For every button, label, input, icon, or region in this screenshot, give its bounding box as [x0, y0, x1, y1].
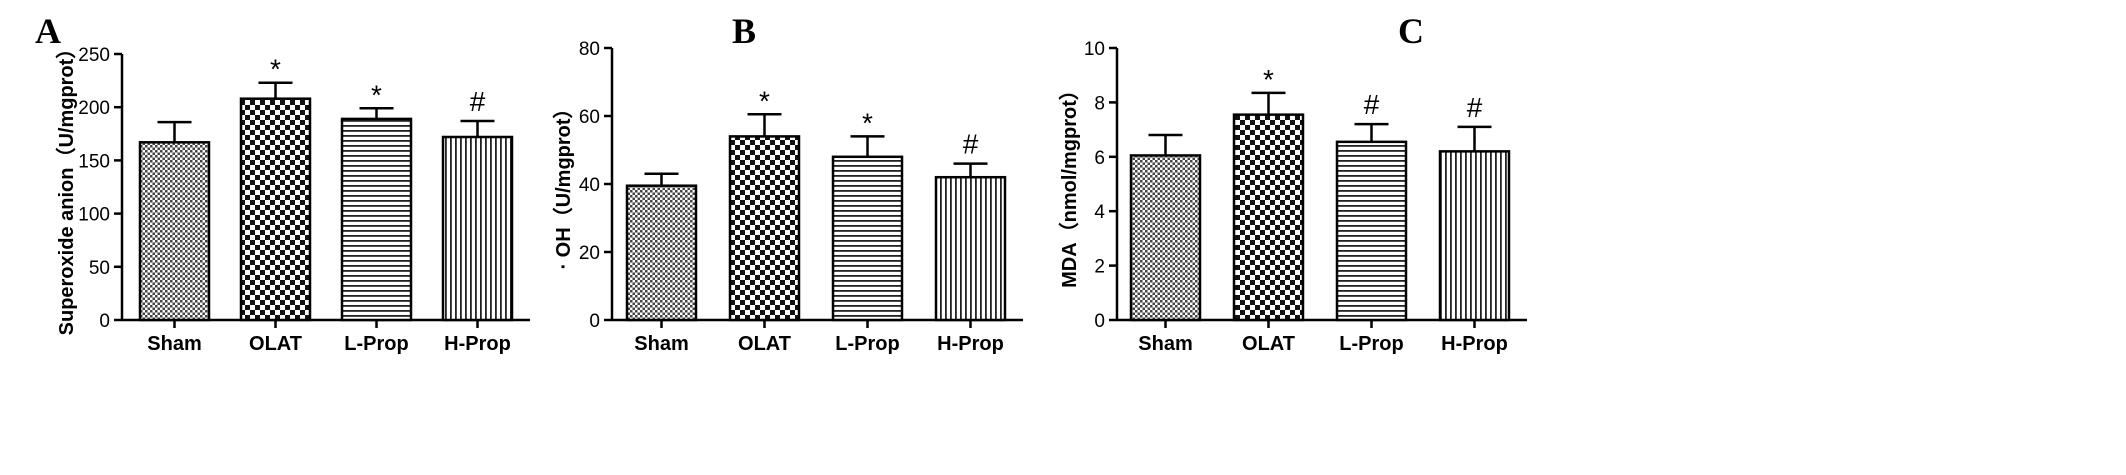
x-tick-label: OLAT	[249, 333, 302, 355]
y-tick-label: 4	[1094, 202, 1105, 223]
bar-sham	[625, 184, 698, 322]
bar-h-prop	[441, 135, 514, 322]
significance-label: #	[470, 86, 486, 117]
x-tick-label: H-Prop	[1441, 333, 1508, 355]
significance-label: *	[371, 79, 382, 110]
bar-l-prop	[831, 155, 904, 322]
panel-letter: B	[732, 11, 756, 51]
bar-sham	[138, 141, 211, 322]
y-tick-label: 0	[589, 311, 600, 332]
y-tick-label: 80	[579, 39, 600, 60]
y-axis-title: · OH（U/mgprot）	[552, 98, 575, 269]
x-tick-label: Sham	[147, 333, 201, 355]
y-tick-label: 150	[78, 151, 110, 172]
y-tick-label: 0	[99, 311, 110, 332]
x-tick-label: H-Prop	[444, 333, 511, 355]
bar-olat	[728, 135, 801, 322]
y-tick-label: 50	[89, 258, 110, 279]
bar-olat	[1232, 113, 1305, 322]
bar-olat	[239, 97, 312, 322]
panel-b: B 0 20 40 60 80 · OH（U/mgprot） Sham * OLAT * L-Prop…	[552, 11, 1023, 355]
y-tick-label: 0	[1094, 311, 1105, 332]
y-tick-label: 10	[1084, 39, 1105, 60]
significance-label: #	[1467, 92, 1483, 123]
y-tick-label: 2	[1094, 257, 1105, 278]
panel-letter: A	[35, 11, 61, 51]
x-tick-label: Sham	[1138, 333, 1192, 355]
significance-label: #	[963, 129, 979, 160]
significance-label: *	[862, 107, 873, 138]
x-tick-label: H-Prop	[937, 333, 1004, 355]
y-tick-label: 6	[1094, 148, 1105, 169]
bar-h-prop	[1438, 150, 1511, 322]
y-tick-label: 100	[78, 205, 110, 226]
bar-l-prop	[1335, 140, 1408, 322]
y-tick-label: 250	[78, 45, 110, 66]
significance-label: *	[270, 54, 281, 85]
x-tick-label: L-Prop	[344, 333, 408, 355]
x-tick-label: OLAT	[738, 333, 791, 355]
x-tick-label: OLAT	[1242, 333, 1295, 355]
y-axis-title: MDA（nmol/mgprot）	[1058, 80, 1081, 288]
y-axis-title: Superoxide anion（U/mgprot）	[55, 39, 78, 336]
y-tick-label: 60	[579, 107, 600, 128]
y-tick-label: 20	[579, 243, 600, 264]
x-tick-label: L-Prop	[1339, 333, 1403, 355]
significance-label: *	[759, 85, 770, 116]
bar-l-prop	[340, 117, 413, 322]
x-tick-label: L-Prop	[835, 333, 899, 355]
significance-label: #	[1364, 89, 1380, 120]
panel-letter: C	[1398, 11, 1424, 51]
y-tick-label: 8	[1094, 93, 1105, 114]
bar-sham	[1129, 154, 1202, 322]
x-tick-label: Sham	[634, 333, 688, 355]
bar-h-prop	[934, 175, 1007, 322]
y-tick-label: 40	[579, 175, 600, 196]
significance-label: *	[1263, 64, 1274, 95]
y-tick-label: 200	[78, 98, 110, 119]
